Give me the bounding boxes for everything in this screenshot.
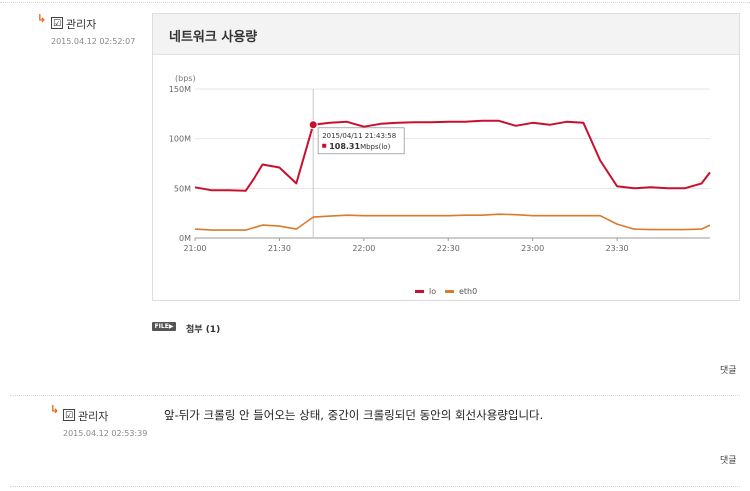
x-tick-label: 23:30: [606, 244, 629, 253]
comment-divider: [10, 395, 740, 396]
tooltip-swatch: [322, 143, 327, 148]
file-icon: FILE▶: [152, 322, 176, 331]
avatar: ☑: [63, 409, 75, 421]
tooltip-box: [317, 127, 405, 155]
attachment-link[interactable]: 첨부 (1): [186, 325, 221, 335]
series-line-eth0: [194, 213, 711, 231]
avatar: ☑: [51, 17, 63, 29]
author-name[interactable]: 관리자: [66, 18, 97, 31]
chart-header: 네트워크 사용량: [153, 14, 739, 55]
network-usage-chart-panel: 네트워크 사용량 (bps) 150M 100M 50M 0M 21:00 21:30 22:…: [152, 13, 740, 301]
chart-title: 네트워크 사용량: [169, 30, 258, 45]
comment-body: 앞-뒤가 크롤링 안 들어오는 상태, 중간이 크롤링되던 동안의 회선사용량입…: [164, 408, 544, 422]
tooltip-value: 108.31Mbps(lo): [329, 142, 390, 151]
y-tick-label: 0M: [179, 234, 191, 243]
comment-timestamp: 2015.04.12 02:53:39: [63, 429, 148, 438]
y-tick-label: 100M: [169, 135, 191, 144]
x-tick-label: 22:00: [352, 244, 375, 253]
y-unit-label: (bps): [175, 74, 196, 83]
reply-arrow-icon: ↳: [37, 12, 47, 25]
legend-label-lo: lo: [429, 287, 436, 296]
legend-label-eth0: eth0: [459, 287, 477, 296]
author-name[interactable]: 관리자: [78, 410, 109, 423]
series-line-lo: [194, 119, 711, 192]
x-tick-label: 21:30: [268, 244, 291, 253]
legend-swatch-lo: [415, 290, 424, 293]
tooltip-date: 2015/04/11 21:43:58: [322, 132, 396, 140]
hover-point: [308, 120, 318, 130]
legend-swatch-eth0: [445, 290, 454, 293]
y-tick-label: 150M: [169, 85, 191, 94]
top-divider: [0, 2, 750, 3]
reply-button[interactable]: 댓글: [720, 456, 737, 466]
x-tick-label: 21:00: [183, 244, 206, 253]
y-tick-label: 50M: [174, 184, 191, 193]
reply-arrow-icon: ↳: [50, 403, 60, 416]
comment-timestamp: 2015.04.12 02:52:07: [51, 37, 136, 46]
x-tick-label: 23:00: [521, 244, 544, 253]
reply-button[interactable]: 댓글: [720, 366, 737, 376]
x-tick-label: 22:30: [437, 244, 460, 253]
bottom-divider: [10, 486, 740, 487]
